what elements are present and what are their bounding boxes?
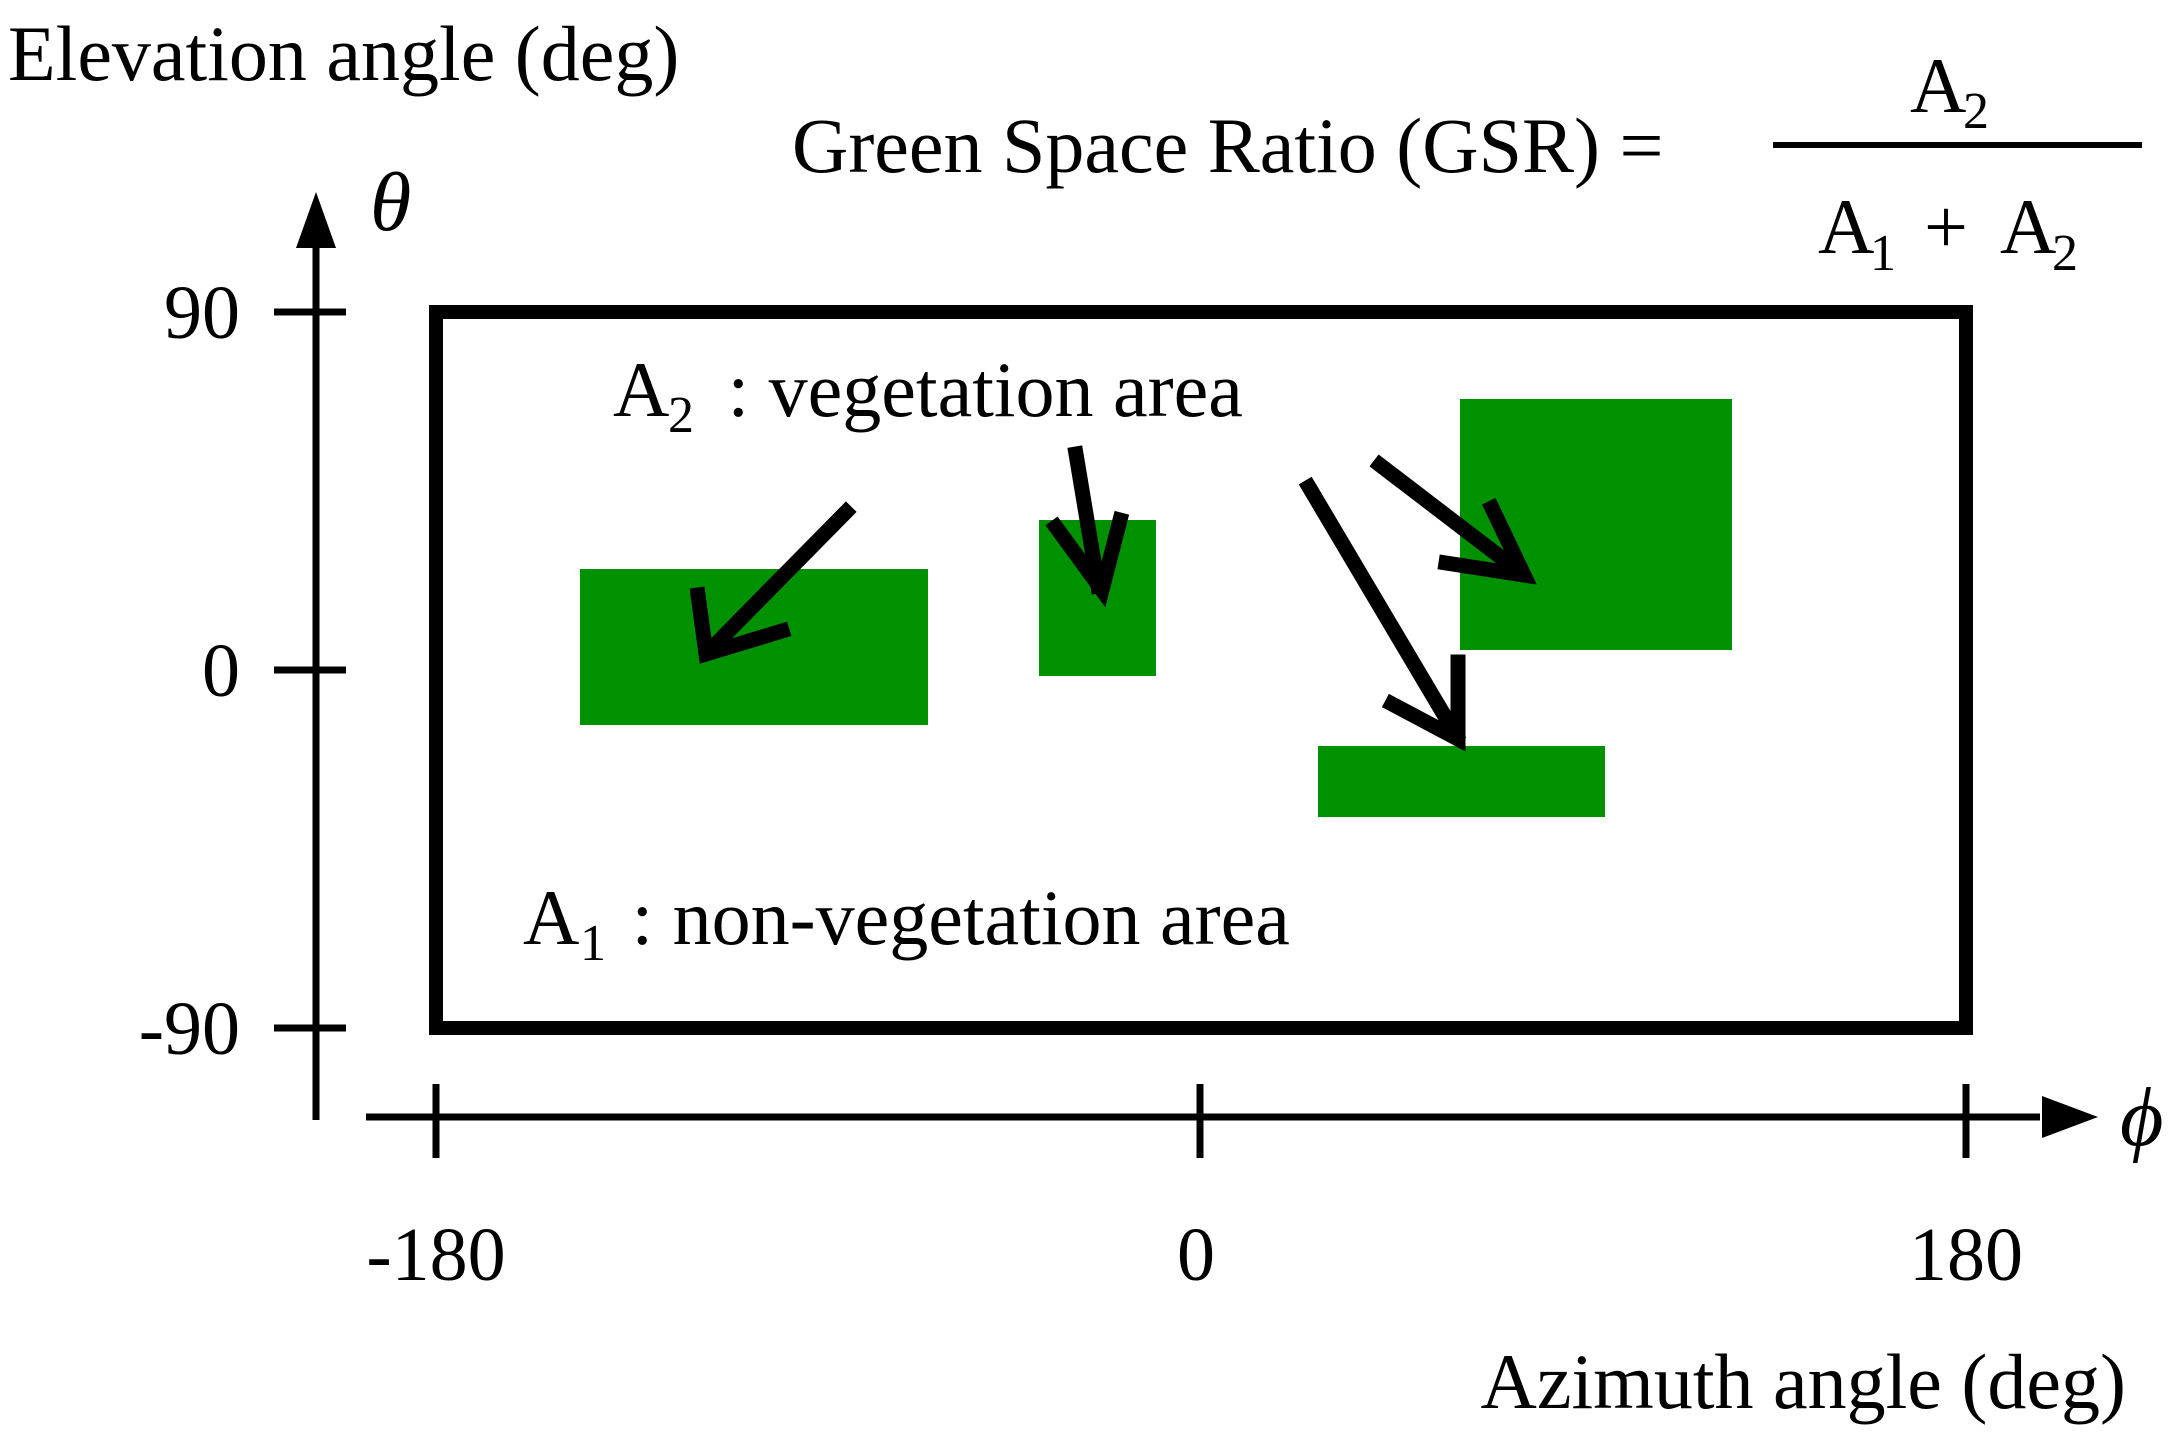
x-axis-symbol: ϕ xyxy=(2120,1071,2163,1164)
denominator-term1-subscript: 1 xyxy=(1870,225,1896,282)
arrow xyxy=(699,501,857,661)
x-axis-label: Azimuth angle (deg) xyxy=(1481,1338,2126,1425)
panorama-frame xyxy=(429,305,1973,1035)
formula-denominator: A 1 + A 2 xyxy=(1818,183,2078,282)
arrow xyxy=(1369,454,1531,583)
numerator-subscript: 2 xyxy=(1963,83,1989,140)
y-axis-label: Elevation angle (deg) xyxy=(8,10,679,97)
formula-lhs: Green Space Ratio (GSR) = xyxy=(792,102,1663,189)
arrow xyxy=(1067,445,1107,595)
denominator-term2-subscript: 2 xyxy=(2052,225,2078,282)
non-vegetation-label-text: : non-vegetation area xyxy=(612,874,1290,961)
denominator-term2-base: A xyxy=(2000,183,2056,270)
vegetation-label-text: : vegetation area xyxy=(708,346,1243,433)
x-tick-label-0: 0 xyxy=(1177,1213,1215,1297)
numerator-base: A xyxy=(1910,42,1966,129)
y-axis-symbol: θ xyxy=(370,156,411,249)
y-axis-arrowhead xyxy=(296,192,336,248)
vegetation-label: A 2 : vegetation area xyxy=(613,346,1243,444)
x-axis-arrowhead xyxy=(2042,1096,2098,1138)
y-tick-label-0: 0 xyxy=(202,629,240,713)
denominator-term1-base: A xyxy=(1818,183,1874,270)
y-tick-label-neg90: -90 xyxy=(139,987,240,1071)
formula-numerator: A 2 xyxy=(1910,42,1989,140)
vegetation-area xyxy=(1318,746,1605,817)
pointer-arrows xyxy=(689,445,1537,752)
non-vegetation-label-subscript: 1 xyxy=(580,915,606,972)
x-axis-ticks: -180 0 180 xyxy=(366,1084,2023,1297)
y-axis-ticks: 90 0 -90 xyxy=(139,271,346,1071)
arrow xyxy=(1298,476,1467,746)
non-vegetation-label-base: A xyxy=(523,874,579,961)
vegetation-label-subscript: 2 xyxy=(668,387,694,444)
x-tick-label-180: 180 xyxy=(1909,1213,2023,1297)
arrow-head xyxy=(1045,510,1130,608)
arrow-head xyxy=(1381,654,1466,752)
non-vegetation-label: A 1 : non-vegetation area xyxy=(523,874,1290,972)
denominator-plus: + xyxy=(1924,183,1968,270)
vegetation-label-base: A xyxy=(613,346,669,433)
x-tick-label-neg180: -180 xyxy=(366,1213,505,1297)
arrow-head xyxy=(689,586,792,664)
arrow-head xyxy=(1437,497,1537,585)
y-tick-label-90: 90 xyxy=(164,271,240,355)
